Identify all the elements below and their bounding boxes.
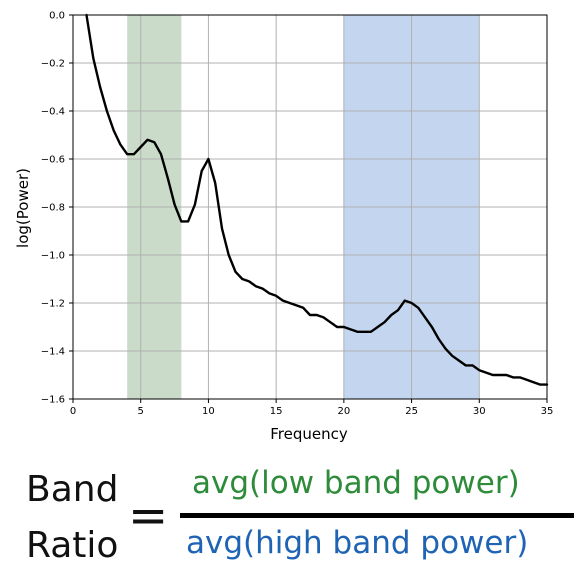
y-tick-label-6: −1.2 [41,299,65,310]
equals-sign: = [128,488,169,544]
y-tick-label-0: 0.0 [49,11,65,22]
y-tick-label-3: −0.6 [41,155,65,166]
y-tick-label-4: −0.8 [41,203,65,214]
x-tick-label-3: 15 [270,406,283,417]
series-line-0 [85,13,549,386]
equation-numerator: avg(low band power) [192,465,520,501]
y-tick-label-8: −1.6 [41,395,65,406]
x-tick-label-7: 35 [541,406,554,417]
y-tick-label-2: −0.4 [41,107,65,118]
y-axis-label: log(Power) [14,168,32,248]
axes [69,14,548,403]
power-spectrum-line [85,13,549,386]
band-ratio-chart: 0 5 10 15 20 25 30 35 0.0 −0.2 −0.4 −0.6 −0.8 −1.0 −1.… [14,11,554,444]
y-tick-label-5: −1.0 [41,251,65,262]
tick-labels: 0 5 10 15 20 25 30 35 0.0 −0.2 −0.4 −0.6 −0.8 −1.0 −1.… [41,11,554,418]
equation-denominator: avg(high band power) [186,525,529,561]
x-tick-label-6: 30 [473,406,486,417]
x-tick-label-0: 0 [70,406,76,417]
x-tick-label-4: 20 [337,406,350,417]
fraction-bar [180,513,574,518]
y-tick-label-1: −0.2 [41,59,65,70]
x-tick-label-1: 5 [138,406,144,417]
x-axis-label: Frequency [270,425,348,443]
x-tick-label-5: 25 [405,406,418,417]
equation-word-ratio: Ratio [26,525,119,566]
y-tick-label-7: −1.4 [41,347,65,358]
equation-word-band: Band [26,469,119,510]
x-tick-label-2: 10 [202,406,215,417]
